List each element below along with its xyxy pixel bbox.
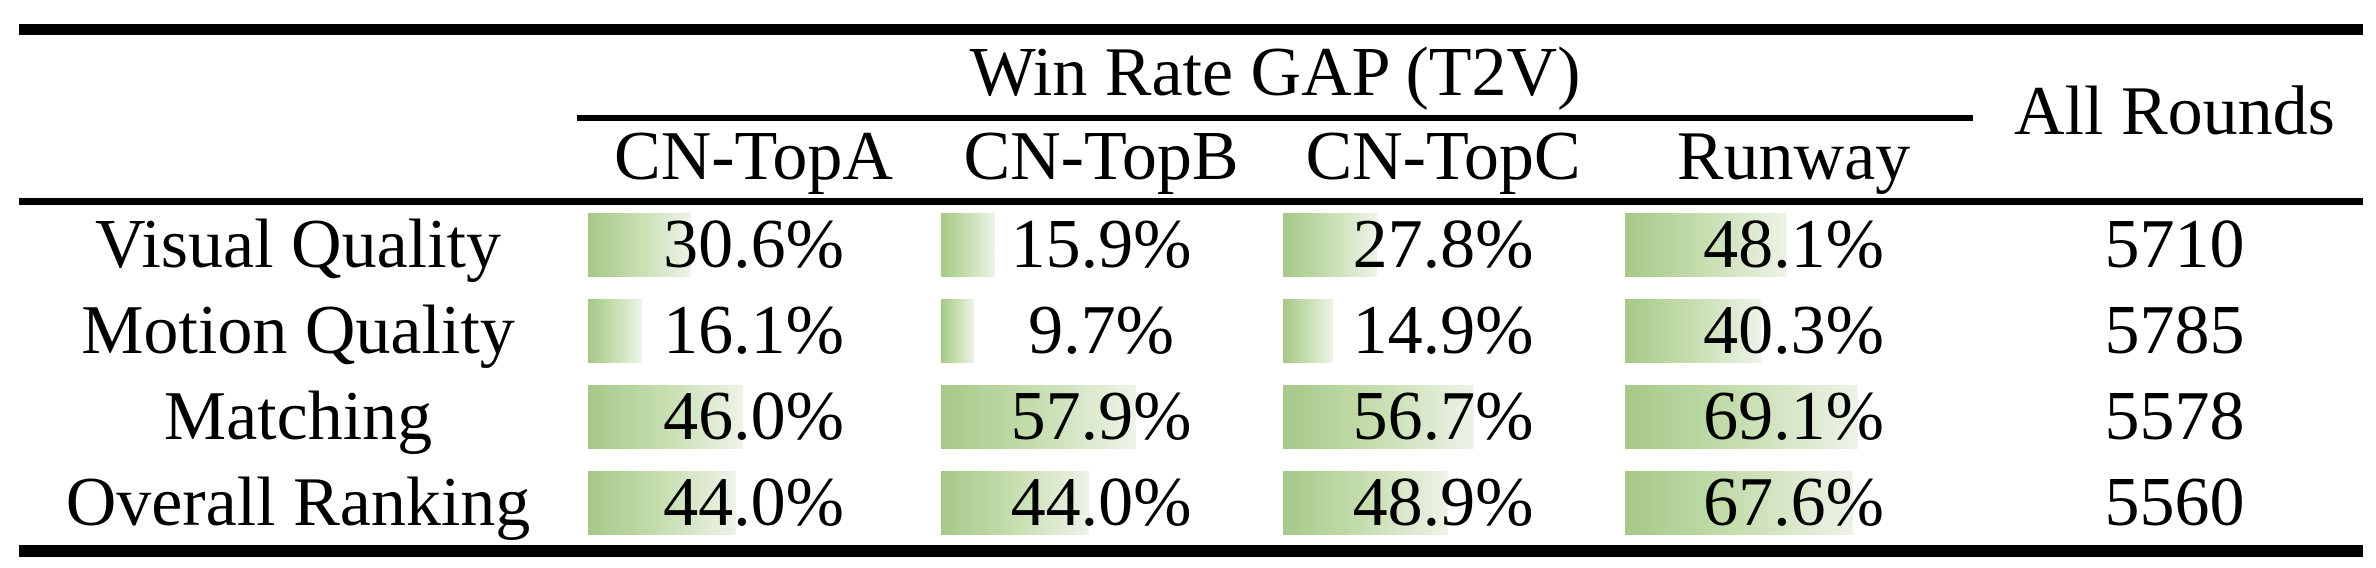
table-cell: 48.1%: [1614, 202, 1973, 288]
win-rate-bar: [1625, 471, 1853, 535]
row-label-motion-quality: Motion Quality: [81, 292, 515, 369]
win-rate-bar: [1625, 299, 1761, 363]
column-header-cn-topa: CN-TopA: [614, 117, 893, 195]
win-rate-bar: [941, 385, 1136, 449]
row-label-matching: Matching: [163, 378, 433, 455]
table-title-text: Win Rate GAP (T2V): [969, 33, 1581, 111]
win-rate-bar: [1283, 471, 1448, 535]
table-cell: 40.3%: [1614, 288, 1973, 374]
all-rounds-value: 5710: [2104, 206, 2245, 283]
win-rate-bar: [941, 213, 995, 277]
header-bottom-rule: [19, 198, 2363, 205]
row-label-visual-quality: Visual Quality: [94, 206, 502, 283]
table-top-rule: [19, 24, 2363, 35]
table-cell: 27.8%: [1272, 202, 1614, 288]
table-bottom-rule: [19, 545, 2363, 557]
table-cell: 48.9%: [1272, 460, 1614, 546]
win-rate-bar: [1625, 385, 1858, 449]
column-header-cn-topb: CN-TopB: [963, 117, 1239, 195]
win-rate-bar: [1283, 385, 1474, 449]
win-rate-bar: [588, 385, 743, 449]
table-cell: 67.6%: [1614, 460, 1973, 546]
table-cell: 30.6%: [577, 202, 930, 288]
table-cell: 9.7%: [930, 288, 1272, 374]
table-title: Win Rate GAP (T2V): [577, 30, 1973, 115]
win-rate-bar: [1283, 299, 1333, 363]
table-cell: 46.0%: [577, 374, 930, 460]
win-rate-bar: [1283, 213, 1377, 277]
table-cell: 56.7%: [1272, 374, 1614, 460]
column-header-cn-topc: CN-TopC: [1305, 117, 1581, 195]
table-cell: 14.9%: [1272, 288, 1614, 374]
win-rate-bar: [588, 471, 736, 535]
win-rate-bar: [941, 471, 1089, 535]
table-cell: 69.1%: [1614, 374, 1973, 460]
all-rounds-value: 5785: [2104, 292, 2245, 369]
row-label-overall-ranking: Overall Ranking: [65, 464, 531, 541]
all-rounds-value: 5560: [2104, 464, 2245, 541]
table-cell: 44.0%: [930, 460, 1272, 546]
win-rate-bar: [588, 299, 642, 363]
column-header-runway: Runway: [1676, 117, 1911, 195]
column-header-all-rounds: All Rounds: [2014, 73, 2335, 150]
win-rate-bar: [941, 299, 974, 363]
table-cell: 57.9%: [930, 374, 1272, 460]
title-underline-rule: [577, 115, 1973, 121]
all-rounds-value: 5578: [2104, 378, 2245, 455]
table-cell: 16.1%: [577, 288, 930, 374]
win-rate-bar: [1625, 213, 1787, 277]
table-cell: 44.0%: [577, 460, 930, 546]
win-rate-bar: [588, 213, 691, 277]
table-cell: 15.9%: [930, 202, 1272, 288]
